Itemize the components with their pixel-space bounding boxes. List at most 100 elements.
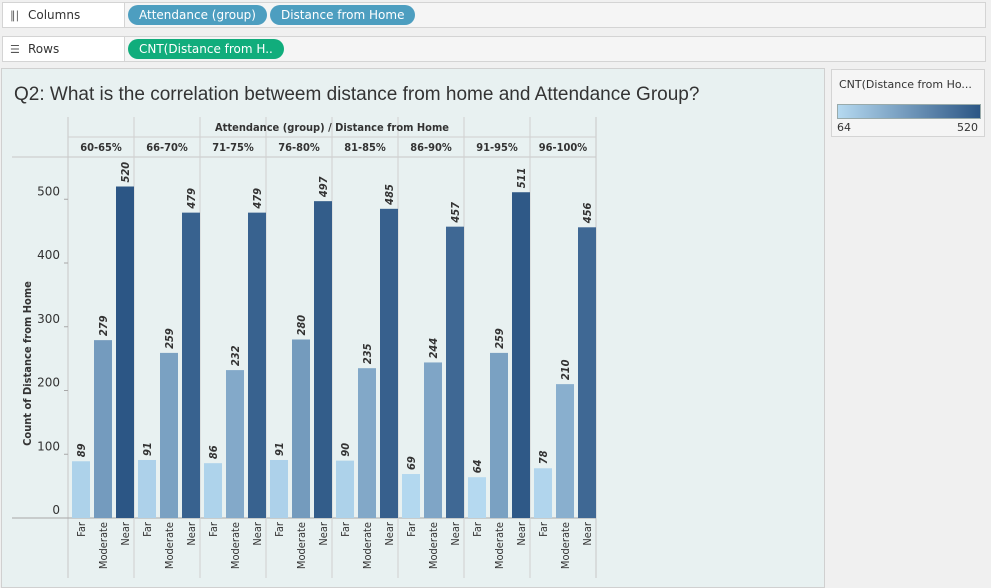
bar: [248, 212, 266, 518]
bar: [468, 477, 486, 518]
bar-value-label: 280: [295, 315, 308, 336]
legend-color-ramp: [837, 104, 981, 119]
bar-value-label: 485: [383, 184, 396, 205]
bar: [336, 460, 354, 518]
columns-header-title: Attendance (group) / Distance from Home: [215, 121, 449, 134]
columns-label-text: Columns: [28, 8, 81, 22]
bar: [402, 474, 420, 518]
bar: [314, 201, 332, 518]
bar: [292, 339, 310, 518]
bar-value-label: 497: [317, 176, 330, 197]
bar: [270, 459, 288, 518]
bar: [94, 340, 112, 518]
columns-shelf[interactable]: ∥∣ Columns Attendance (group) Distance f…: [2, 2, 986, 28]
x-tick-label: Moderate: [559, 522, 572, 569]
group-header-label: 91-95%: [476, 141, 518, 154]
y-axis-label: Count of Distance from Home: [21, 281, 34, 446]
bar: [424, 362, 442, 518]
x-tick-label: Near: [383, 521, 396, 546]
x-tick-label: Near: [515, 521, 528, 546]
chart-title: Q2: What is the correlation betweem dist…: [14, 84, 700, 105]
bar: [534, 468, 552, 518]
columns-icon: ∥∣: [10, 8, 20, 22]
x-tick-label: Moderate: [493, 522, 506, 569]
bar-value-label: 456: [581, 203, 594, 224]
bar-value-label: 259: [493, 328, 506, 349]
rows-icon: ☰: [10, 42, 20, 56]
x-tick-label: Far: [405, 521, 418, 537]
bar-value-label: 520: [119, 162, 132, 183]
x-tick-label: Near: [449, 521, 462, 546]
bar-value-label: 232: [229, 345, 242, 366]
color-legend[interactable]: CNT(Distance from Ho... 64 520: [831, 69, 985, 137]
y-tick-label: 400: [37, 248, 60, 262]
bar-value-label: 90: [339, 443, 352, 457]
bar: [226, 370, 244, 518]
x-tick-label: Near: [581, 521, 594, 546]
legend-title: CNT(Distance from Ho...: [839, 78, 972, 91]
x-tick-label: Far: [141, 521, 154, 537]
y-tick-label: 300: [37, 312, 60, 326]
bar: [380, 208, 398, 518]
rows-label-text: Rows: [28, 42, 60, 56]
bar-value-label: 86: [207, 445, 220, 459]
bar-value-label: 479: [251, 188, 264, 209]
bar: [512, 192, 530, 519]
x-tick-label: Near: [251, 521, 264, 546]
bar-value-label: 244: [427, 338, 440, 359]
legend-min-value: 64: [837, 121, 851, 134]
bar-value-label: 457: [449, 202, 462, 223]
x-tick-label: Moderate: [97, 522, 110, 569]
x-tick-label: Far: [339, 521, 352, 537]
x-tick-label: Far: [273, 521, 286, 537]
pill-attendance-group[interactable]: Attendance (group): [128, 5, 267, 25]
bar-value-label: 511: [515, 168, 528, 189]
group-header-label: 76-80%: [278, 141, 320, 154]
bar: [446, 226, 464, 518]
y-tick-label: 500: [37, 184, 60, 198]
bar-value-label: 479: [185, 188, 198, 209]
pill-cnt-distance[interactable]: CNT(Distance from H..: [128, 39, 284, 59]
bar-value-label: 69: [405, 456, 418, 470]
pill-distance-from-home[interactable]: Distance from Home: [269, 5, 416, 25]
bar-value-label: 279: [97, 315, 110, 336]
x-tick-label: Near: [185, 521, 198, 546]
rows-shelf[interactable]: ☰ Rows CNT(Distance from H..: [2, 36, 986, 62]
rows-shelf-label: ☰ Rows: [3, 37, 125, 61]
group-header-label: 81-85%: [344, 141, 386, 154]
bar-value-label: 91: [273, 442, 286, 456]
group-header-label: 60-65%: [80, 141, 122, 154]
y-tick-label: 200: [37, 376, 60, 390]
legend-max-value: 520: [957, 121, 978, 134]
bar: [204, 463, 222, 518]
bar-value-label: 89: [75, 443, 88, 457]
x-tick-label: Near: [119, 521, 132, 546]
bar: [138, 459, 156, 518]
bar-value-label: 235: [361, 343, 374, 364]
bar-value-label: 78: [537, 450, 550, 464]
group-header-label: 71-75%: [212, 141, 254, 154]
x-tick-label: Moderate: [295, 522, 308, 569]
group-header-label: 86-90%: [410, 141, 452, 154]
x-tick-label: Moderate: [229, 522, 242, 569]
bar: [490, 352, 508, 518]
x-tick-label: Moderate: [163, 522, 176, 569]
y-tick-label: 0: [52, 503, 60, 517]
worksheet-view: Q2: What is the correlation betweem dist…: [1, 68, 825, 588]
x-tick-label: Moderate: [427, 522, 440, 569]
x-tick-label: Moderate: [361, 522, 374, 569]
y-tick-label: 100: [37, 439, 60, 453]
x-tick-label: Far: [537, 521, 550, 537]
x-tick-label: Far: [471, 521, 484, 537]
x-tick-label: Near: [317, 521, 330, 546]
bar-value-label: 259: [163, 328, 176, 349]
group-header-label: 66-70%: [146, 141, 188, 154]
bar-value-label: 64: [471, 459, 484, 473]
bar: [556, 384, 574, 518]
bar: [358, 368, 376, 518]
bar: [72, 461, 90, 518]
group-header-label: 96-100%: [539, 141, 588, 154]
bar: [116, 186, 134, 518]
bar-chart: Attendance (group) / Distance from Home C…: [12, 117, 597, 578]
x-tick-label: Far: [75, 521, 88, 537]
